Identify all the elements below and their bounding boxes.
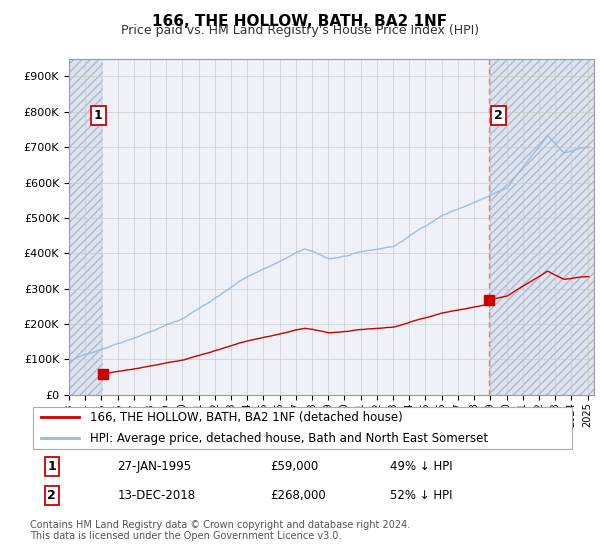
- Text: HPI: Average price, detached house, Bath and North East Somerset: HPI: Average price, detached house, Bath…: [90, 432, 488, 445]
- Text: 2: 2: [47, 489, 56, 502]
- Text: 1: 1: [94, 109, 103, 122]
- Text: 52% ↓ HPI: 52% ↓ HPI: [391, 489, 453, 502]
- Text: Contains HM Land Registry data © Crown copyright and database right 2024.
This d: Contains HM Land Registry data © Crown c…: [30, 520, 410, 542]
- Text: 166, THE HOLLOW, BATH, BA2 1NF (detached house): 166, THE HOLLOW, BATH, BA2 1NF (detached…: [90, 411, 403, 424]
- Bar: [69, 59, 103, 395]
- Text: 13-DEC-2018: 13-DEC-2018: [118, 489, 196, 502]
- Text: 27-JAN-1995: 27-JAN-1995: [118, 460, 191, 473]
- Text: £59,000: £59,000: [270, 460, 319, 473]
- Text: 1: 1: [47, 460, 56, 473]
- FancyBboxPatch shape: [33, 407, 572, 449]
- Text: £268,000: £268,000: [270, 489, 326, 502]
- Text: 49% ↓ HPI: 49% ↓ HPI: [391, 460, 453, 473]
- Text: 166, THE HOLLOW, BATH, BA2 1NF: 166, THE HOLLOW, BATH, BA2 1NF: [152, 14, 448, 29]
- Text: Price paid vs. HM Land Registry's House Price Index (HPI): Price paid vs. HM Land Registry's House …: [121, 24, 479, 37]
- Bar: [490, 59, 594, 395]
- Text: 2: 2: [494, 109, 503, 122]
